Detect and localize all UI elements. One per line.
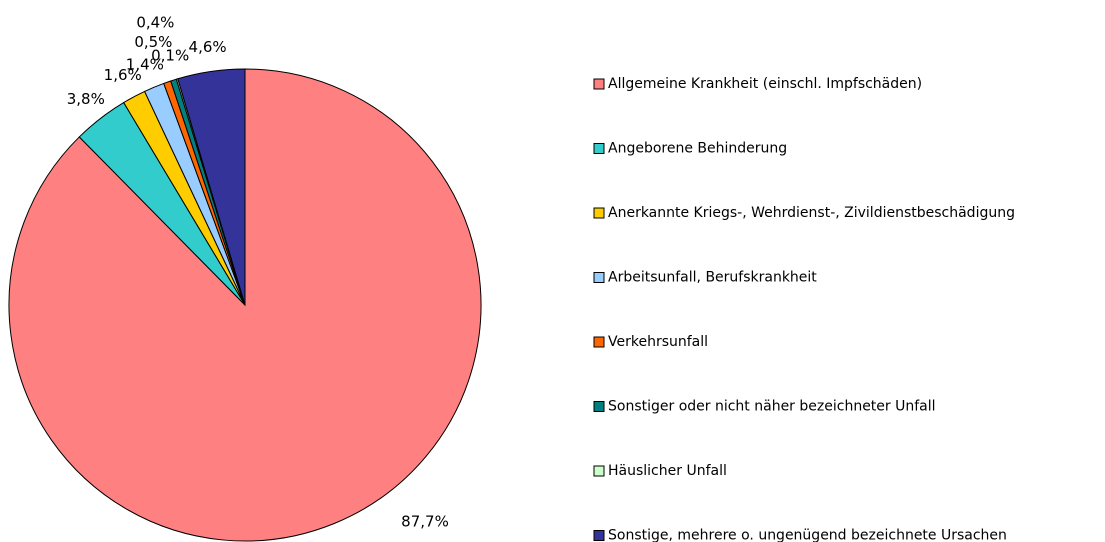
legend-label: Sonstige, mehrere o. ungenügend bezeichn… — [608, 528, 1007, 542]
legend-label: Angeborene Behinderung — [608, 141, 787, 157]
data-label: 1,6% — [104, 66, 142, 84]
legend-swatch — [593, 336, 605, 348]
legend-label: Sonstiger oder nicht näher bezeichneter … — [608, 399, 936, 415]
pie-slice — [177, 68, 246, 306]
data-label: 0,5% — [134, 33, 172, 51]
data-label: 87,7% — [401, 513, 449, 531]
legend-label: Arbeitsunfall, Berufskrankheit — [608, 270, 817, 286]
data-label: 0,4% — [136, 13, 174, 31]
legend-label: Anerkannte Kriegs-, Wehrdienst-, Zivildi… — [608, 205, 1015, 221]
legend-swatch — [593, 401, 605, 412]
legend-swatch — [593, 530, 605, 541]
data-label: 0,1% — [151, 46, 189, 64]
legend-swatch — [593, 465, 605, 477]
legend-swatch — [593, 143, 605, 154]
legend-swatch — [593, 272, 605, 283]
legend-swatch — [593, 207, 605, 219]
legend-label: Häuslicher Unfall — [608, 463, 727, 479]
data-label: 4,6% — [189, 38, 227, 56]
legend-label: Verkehrsunfall — [608, 334, 708, 350]
legend-swatch — [593, 78, 605, 90]
data-label: 1,4% — [126, 56, 164, 74]
legend-label: Allgemeine Krankheit (einschl. Impfschäd… — [608, 76, 922, 92]
data-label: 3,8% — [67, 90, 105, 108]
